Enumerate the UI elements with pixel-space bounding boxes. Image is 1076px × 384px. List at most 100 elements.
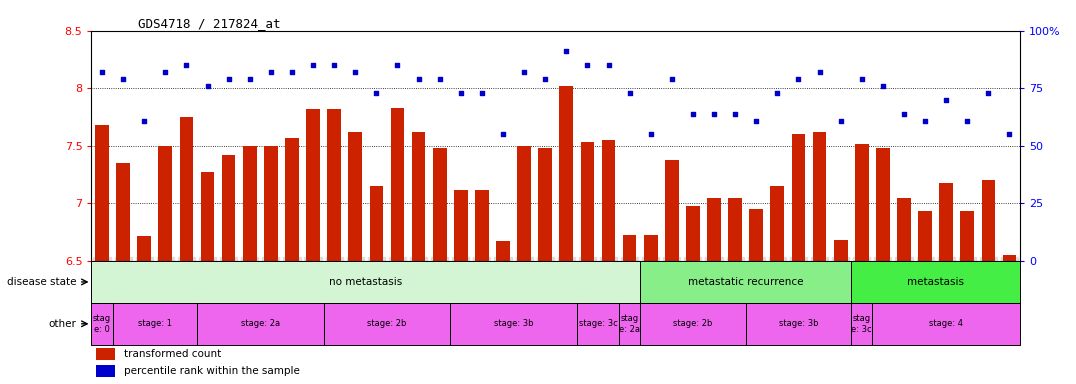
Bar: [601, 140, 615, 261]
Point: [1001, 131, 1018, 137]
Point: [452, 90, 469, 96]
Bar: [961, 212, 974, 261]
Point: [94, 69, 111, 75]
Bar: [454, 190, 468, 261]
Point: [853, 76, 870, 82]
Bar: [981, 180, 995, 261]
Bar: [834, 240, 848, 261]
Point: [748, 118, 765, 124]
Text: stage: 3b: stage: 3b: [494, 319, 534, 328]
Point: [706, 111, 723, 117]
Point: [557, 48, 575, 55]
Bar: [770, 186, 784, 261]
Bar: [851, 261, 1020, 303]
Point: [136, 118, 153, 124]
Bar: [475, 190, 489, 261]
Point: [326, 62, 343, 68]
Bar: [96, 348, 115, 360]
Bar: [897, 198, 910, 261]
Text: stage: 1: stage: 1: [138, 319, 172, 328]
Point: [305, 62, 322, 68]
Point: [726, 111, 744, 117]
Bar: [640, 261, 851, 303]
Bar: [201, 172, 214, 261]
Bar: [728, 198, 742, 261]
Point: [157, 69, 174, 75]
Point: [600, 62, 618, 68]
Point: [241, 76, 258, 82]
Bar: [749, 209, 763, 261]
Bar: [792, 134, 805, 261]
Bar: [876, 148, 890, 261]
Point: [768, 90, 785, 96]
Bar: [855, 144, 868, 261]
Bar: [560, 86, 574, 261]
Point: [937, 97, 954, 103]
Point: [790, 76, 807, 82]
Bar: [1003, 255, 1017, 261]
Point: [917, 118, 934, 124]
Text: stag
e: 3c: stag e: 3c: [851, 314, 872, 334]
Point: [579, 62, 596, 68]
Text: metastasis: metastasis: [907, 277, 964, 287]
Point: [263, 69, 280, 75]
Bar: [707, 198, 721, 261]
Bar: [643, 235, 657, 261]
Text: stage: 2a: stage: 2a: [241, 319, 280, 328]
Bar: [113, 303, 197, 345]
Point: [895, 111, 912, 117]
Bar: [581, 142, 594, 261]
Point: [114, 76, 131, 82]
Point: [980, 90, 997, 96]
Bar: [158, 146, 172, 261]
Point: [199, 83, 216, 89]
Bar: [324, 303, 450, 345]
Bar: [264, 146, 278, 261]
Bar: [91, 261, 640, 303]
Bar: [496, 242, 510, 261]
Bar: [327, 109, 341, 261]
Text: no metastasis: no metastasis: [329, 277, 402, 287]
Point: [410, 76, 427, 82]
Point: [388, 62, 406, 68]
Text: percentile rank within the sample: percentile rank within the sample: [124, 366, 300, 376]
Point: [220, 76, 237, 82]
Point: [621, 90, 638, 96]
Point: [959, 118, 976, 124]
Bar: [307, 109, 320, 261]
Bar: [369, 186, 383, 261]
Point: [368, 90, 385, 96]
Point: [684, 111, 702, 117]
Point: [515, 69, 533, 75]
Bar: [95, 125, 109, 261]
Point: [494, 131, 511, 137]
Text: disease state: disease state: [8, 277, 76, 287]
Bar: [619, 303, 640, 345]
Bar: [285, 138, 299, 261]
Bar: [243, 146, 256, 261]
Bar: [746, 303, 851, 345]
Text: GDS4718 / 217824_at: GDS4718 / 217824_at: [138, 17, 281, 30]
Bar: [412, 132, 425, 261]
Bar: [433, 148, 447, 261]
Text: stage: 3c: stage: 3c: [579, 319, 618, 328]
Bar: [138, 236, 151, 261]
Bar: [873, 303, 1020, 345]
Bar: [623, 235, 637, 261]
Bar: [812, 132, 826, 261]
Point: [811, 69, 829, 75]
Bar: [180, 117, 194, 261]
Bar: [538, 148, 552, 261]
Text: stage: 3b: stage: 3b: [779, 319, 818, 328]
Point: [346, 69, 364, 75]
Bar: [349, 132, 363, 261]
Text: stage: 2b: stage: 2b: [367, 319, 407, 328]
Point: [283, 69, 300, 75]
Point: [537, 76, 554, 82]
Point: [875, 83, 892, 89]
Bar: [96, 365, 115, 377]
Text: other: other: [48, 319, 76, 329]
Bar: [918, 212, 932, 261]
Text: stag
e: 0: stag e: 0: [93, 314, 111, 334]
Point: [642, 131, 660, 137]
